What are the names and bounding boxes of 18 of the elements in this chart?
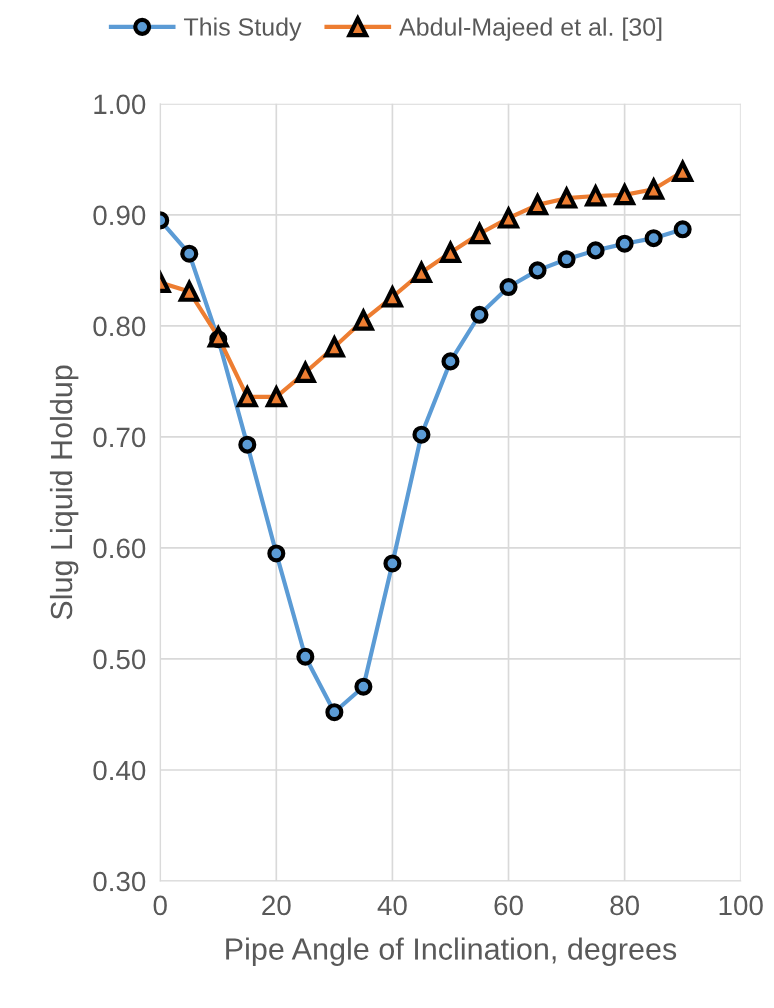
y-tick-label: 0.40 [93,760,146,781]
x-axis-title: Pipe Angle of Inclination, degrees [226,937,677,966]
x-tick-label: 100 [719,895,763,916]
y-tick-label: 1.00 [94,94,146,115]
y-tick-label: 0.50 [93,649,146,670]
y-tick-label: 0.80 [93,316,146,337]
x-tick-label: 40 [377,895,407,916]
x-tick-label: 0 [153,895,167,916]
y-tick-label: 0.30 [93,871,146,892]
legend-label: Abdul-Majeed et al. [30] [399,17,662,41]
x-tick-label: 60 [494,895,523,916]
y-tick-label: 0.70 [93,427,146,448]
x-tick-label: 20 [262,895,291,916]
legend-label: This Study [184,17,302,41]
y-axis-title: Slug Liquid Holdup [49,365,79,620]
y-tick-label: 0.60 [93,538,146,559]
x-tick-label: 80 [610,895,639,916]
y-tick-label: 0.90 [93,205,146,226]
